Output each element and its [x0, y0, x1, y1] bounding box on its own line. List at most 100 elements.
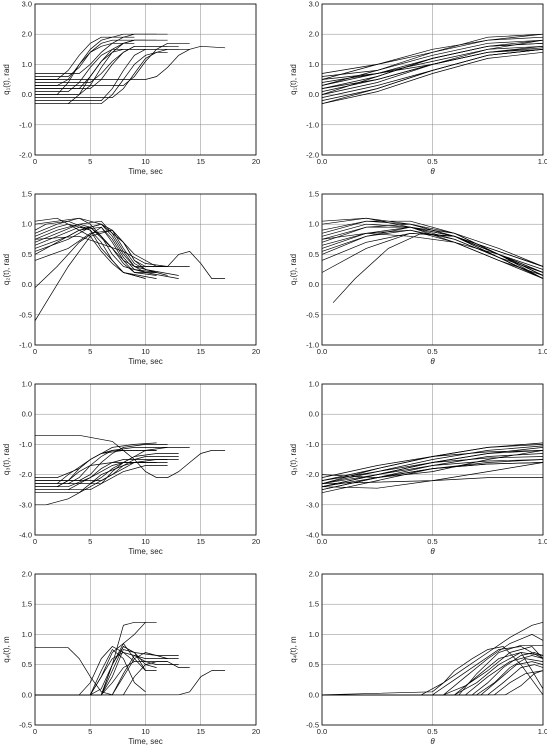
x-tick-label: 5	[88, 347, 92, 356]
y-tick-label: 1.5	[309, 600, 319, 609]
y-axis-label: q₄(t), m	[2, 636, 11, 663]
y-tick-label: 1.0	[309, 380, 319, 389]
series-line-10	[321, 45, 544, 83]
panel-5: 0 5 10 15 20 -4.0 -3.0 -2.0 -1.0 0.0 1.0 Time, sec q…	[2, 380, 260, 557]
y-axis-label: q₃(t), rad	[2, 444, 11, 475]
series-line-12	[35, 42, 135, 95]
x-tick-label: 0.5	[427, 157, 437, 166]
series-line-14	[34, 229, 146, 321]
y-axis-label: q₄(t), m	[289, 636, 298, 663]
x-tick-label: 1.0	[538, 347, 547, 356]
panel-3: 0 5 10 15 20 -1.0 -0.5 0.0 0.5 1.0 1.5 Time, sec q₂(…	[2, 190, 260, 367]
x-axis-label: θ	[430, 547, 435, 556]
y-tick-label: 2.0	[309, 570, 319, 579]
y-axis-label: q₁(t), rad	[289, 64, 298, 95]
x-tick-label: 5	[88, 157, 92, 166]
y-tick-label: 1.0	[309, 630, 319, 639]
y-tick-label: 1.0	[309, 60, 319, 69]
series-line-15	[321, 42, 544, 86]
y-tick-label: -1.0	[306, 120, 319, 129]
series-line-1	[321, 39, 544, 77]
y-tick-label: -0.5	[19, 721, 32, 730]
y-tick-label: -2.0	[306, 151, 319, 160]
y-axis-label: q₁(t), rad	[2, 64, 11, 95]
plot-frame	[321, 193, 544, 346]
y-tick-label: -0.5	[306, 721, 319, 730]
x-axis-label: Time, sec	[128, 357, 162, 366]
series-line-11	[35, 655, 179, 696]
series-line-9	[35, 48, 146, 92]
y-tick-label: -0.5	[306, 310, 319, 319]
y-tick-label: -1.0	[19, 440, 32, 449]
series-line-15	[321, 646, 544, 696]
series-line-15	[35, 465, 168, 485]
x-tick-label: 20	[252, 537, 260, 546]
series-group	[321, 621, 544, 696]
x-tick-label: 1.0	[538, 727, 547, 736]
series-line-12	[321, 229, 544, 276]
y-tick-label: 2.0	[309, 30, 319, 39]
y-tick-label: 1.0	[22, 630, 32, 639]
series-group	[321, 33, 544, 105]
series-line-8	[35, 459, 179, 494]
series-line-7	[35, 48, 179, 101]
series-line-8	[35, 33, 168, 74]
x-tick-label: 0.0	[317, 727, 327, 736]
series-line-2	[322, 621, 544, 696]
y-tick-label: 0.5	[22, 250, 32, 259]
x-tick-label: 20	[252, 347, 260, 356]
series-line-16	[35, 45, 226, 80]
series-line-15	[35, 42, 190, 86]
series-line-6	[35, 36, 135, 80]
series-line-3	[35, 39, 168, 95]
series-line-10	[35, 462, 168, 491]
y-tick-label: 0.0	[22, 90, 32, 99]
x-tick-label: 10	[141, 347, 149, 356]
y-tick-label: 1.0	[22, 220, 32, 229]
series-line-11	[35, 48, 190, 98]
series-line-10	[321, 226, 544, 267]
x-axis-label: Time, sec	[128, 737, 162, 746]
y-tick-label: -1.0	[306, 341, 319, 350]
series-line-13	[34, 226, 157, 288]
panel-4: 0.0 0.5 1.0 -1.0 -0.5 0.0 0.5 1.0 1.5 θ q₂(t), rad	[289, 190, 547, 367]
series-line-13	[321, 232, 544, 273]
series-line-15	[321, 477, 543, 485]
x-tick-label: 15	[197, 727, 205, 736]
x-tick-label: 5	[88, 727, 92, 736]
series-group	[35, 33, 226, 105]
panel-1: 0 5 10 15 20 -2.0 -1.0 0.0 1.0 2.0 3.0 Time, sec q₁(…	[2, 0, 260, 176]
series-line-12	[34, 226, 157, 276]
series-line-14	[35, 51, 168, 105]
x-axis-label: θ	[430, 357, 435, 366]
plot-frame	[34, 3, 257, 156]
series-line-1	[34, 217, 146, 273]
x-tick-label: 0.0	[317, 347, 327, 356]
x-tick-label: 0.0	[317, 157, 327, 166]
series-line-1	[35, 447, 168, 485]
series-line-1	[321, 445, 544, 485]
x-tick-label: 15	[197, 347, 205, 356]
series-line-8	[34, 217, 146, 279]
y-tick-label: -1.0	[306, 440, 319, 449]
series-line-12	[35, 462, 146, 488]
x-tick-label: 15	[197, 157, 205, 166]
series-line-9	[321, 226, 544, 279]
y-tick-label: 0.0	[22, 410, 32, 419]
series-line-14	[35, 646, 179, 696]
y-tick-label: 0.0	[309, 690, 319, 699]
series-group	[34, 217, 226, 321]
y-tick-label: 2.0	[22, 570, 32, 579]
x-tick-label: 20	[252, 727, 260, 736]
y-tick-label: 1.5	[309, 190, 319, 199]
series-line-3	[34, 223, 168, 267]
series-line-9	[35, 450, 157, 478]
y-tick-label: 0.0	[309, 280, 319, 289]
x-tick-label: 0	[33, 157, 37, 166]
series-group	[35, 621, 226, 696]
series-line-13	[35, 661, 190, 696]
series-line-4	[35, 453, 179, 491]
x-tick-label: 10	[141, 157, 149, 166]
